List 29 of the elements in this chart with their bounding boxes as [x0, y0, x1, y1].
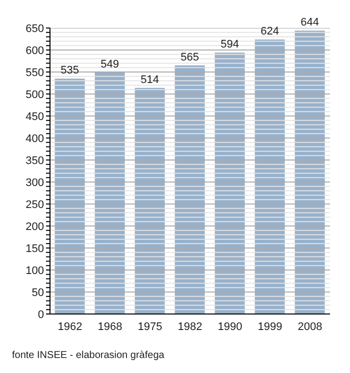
x-tick-label: 1982 — [178, 320, 202, 333]
y-tick-label: 500 — [26, 88, 44, 101]
x-tick-label: 1968 — [98, 320, 122, 333]
y-tick-label: 600 — [26, 44, 44, 57]
y-tick-label: 200 — [26, 220, 44, 233]
x-tick-label: 1962 — [58, 320, 82, 333]
data-label: 624 — [260, 25, 279, 38]
y-tick-label: 550 — [26, 66, 44, 79]
x-tick-label: 2008 — [298, 320, 322, 333]
source-note: fonte INSEE - elaborasion gràfega — [12, 350, 166, 361]
y-tick-label: 650 — [26, 22, 44, 35]
data-label: 514 — [140, 74, 159, 86]
y-tick-label: 50 — [32, 286, 44, 299]
y-tick-label: 350 — [26, 154, 44, 167]
y-tick-label: 400 — [26, 132, 44, 145]
data-label: 594 — [220, 38, 239, 51]
data-label: 535 — [60, 64, 79, 77]
y-tick-label: 150 — [26, 242, 44, 255]
y-tick-label: 0 — [38, 308, 44, 321]
x-tick-label: 1990 — [218, 320, 242, 333]
y-tick-label: 100 — [26, 264, 44, 277]
data-label: 549 — [100, 58, 119, 70]
y-tick-label: 450 — [26, 110, 44, 123]
x-tick-label: 1999 — [258, 320, 282, 333]
y-tick-label: 300 — [26, 176, 44, 189]
data-label: 565 — [180, 51, 199, 64]
y-tick-label: 250 — [26, 198, 44, 211]
data-label: 644 — [300, 16, 319, 29]
x-tick-label: 1975 — [138, 320, 162, 333]
